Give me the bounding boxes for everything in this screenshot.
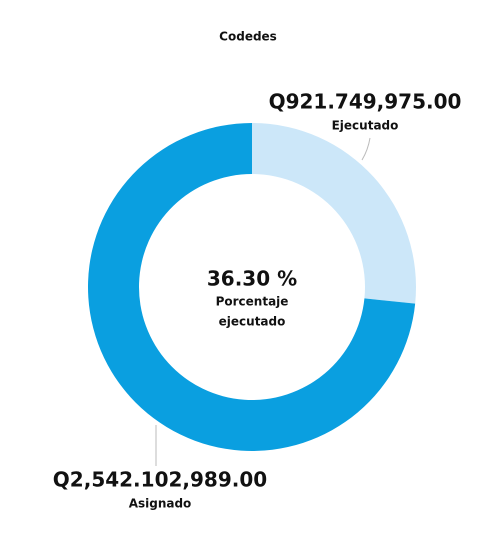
- chart-title: Codedes: [219, 30, 277, 44]
- center-caption: ejecutado: [219, 315, 286, 329]
- leader-line: [361, 137, 371, 161]
- value-label: Q2,542.102,989.00: [53, 468, 267, 492]
- donut-segment: [252, 123, 417, 304]
- center-label: 36.30 %: [207, 267, 297, 291]
- category-label: Ejecutado: [332, 119, 399, 133]
- category-label: Asignado: [129, 497, 192, 511]
- value-label: Q921.749,975.00: [269, 90, 462, 114]
- donut-segment: [87, 123, 416, 451]
- center-caption: Porcentaje: [216, 295, 289, 309]
